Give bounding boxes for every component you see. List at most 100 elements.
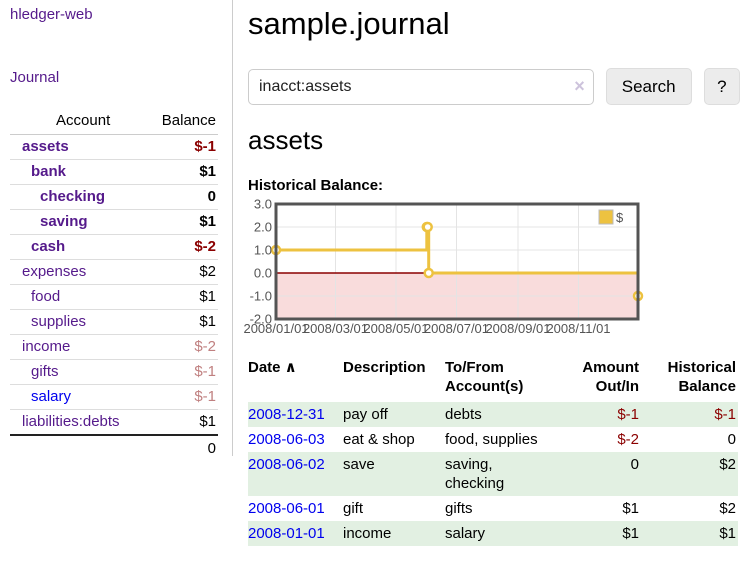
account-cell: assets <box>10 134 149 160</box>
clear-search-icon[interactable]: × <box>574 75 585 96</box>
account-cell: saving <box>10 209 149 235</box>
accounts-table-header-row: Account Balance <box>10 108 218 135</box>
account-balance: $-1 <box>148 384 218 410</box>
register-row: 2008-01-01 income salary $1 $1 <box>248 521 738 546</box>
register-header-amount: Amount Out/In <box>582 359 639 395</box>
transaction-amount: $-1 <box>617 406 639 423</box>
account-balance: 0 <box>148 184 218 210</box>
transaction-date: 2008-06-02 <box>248 452 343 496</box>
search-input-wrap: × <box>248 68 594 105</box>
account-link-expenses[interactable]: expenses <box>22 263 87 280</box>
transaction-amount: $-2 <box>617 431 639 448</box>
account-balance: $-2 <box>148 234 218 260</box>
svg-text:2.0: 2.0 <box>254 220 272 235</box>
account-balance: $1 <box>148 284 218 310</box>
account-link-gifts[interactable]: gifts <box>31 363 59 380</box>
sort-ascending-icon: ∧ <box>280 359 297 376</box>
account-balance: $2 <box>148 259 218 285</box>
accounts-table-body: assets $-1 bank $1 checking 0 saving $1 cash $-2 e… <box>10 134 218 436</box>
account-cell: gifts <box>10 359 149 385</box>
account-row: assets $-1 <box>10 134 218 160</box>
historical-balance-chart: 3.0 2.0 1.0 0.0 -1.0 -2.02008/01/012008/03/01… <box>243 197 644 336</box>
account-balance: $-2 <box>148 334 218 360</box>
account-balance: $1 <box>148 309 218 335</box>
transaction-accounts: debts <box>445 406 482 423</box>
account-link-cash[interactable]: cash <box>31 238 66 255</box>
svg-text:3.0: 3.0 <box>254 197 272 212</box>
account-heading: assets <box>248 125 324 155</box>
account-row: saving $1 <box>10 209 218 235</box>
account-link-assets[interactable]: assets <box>22 138 69 155</box>
transaction-accounts: salary <box>445 525 486 542</box>
register-header-date[interactable]: Date ∧ <box>248 359 297 376</box>
svg-text:-1.0: -1.0 <box>250 289 272 304</box>
search-form: × Search ? <box>248 68 740 105</box>
balance-column-header: Balance <box>148 108 218 135</box>
transaction-balance: $2 <box>719 500 736 517</box>
account-row: supplies $1 <box>10 309 218 335</box>
transaction-date: 2008-12-31 <box>248 402 343 427</box>
register-header-balance: Historical Balance <box>667 359 736 395</box>
transaction-date: 2008-01-01 <box>248 521 343 546</box>
search-button[interactable]: Search <box>605 68 692 105</box>
account-link-supplies[interactable]: supplies <box>31 313 87 330</box>
transaction-date-link[interactable]: 2008-06-01 <box>248 500 325 517</box>
sidebar-item-journal[interactable]: Journal <box>10 69 60 86</box>
transaction-date-link[interactable]: 2008-12-31 <box>248 406 325 423</box>
transaction-date: 2008-06-01 <box>248 496 343 521</box>
svg-text:2008/03/01: 2008/03/01 <box>303 321 368 336</box>
account-row: gifts $-1 <box>10 359 218 385</box>
data-point-marker <box>422 221 433 233</box>
account-row: food $1 <box>10 284 218 310</box>
app-title: hledger-web <box>10 6 218 23</box>
account-link-food[interactable]: food <box>31 288 61 305</box>
register-header-row: Date ∧ Description To/From Account(s) Amoun… <box>248 356 738 402</box>
svg-text:2008/05/01: 2008/05/01 <box>363 321 428 336</box>
transaction-accounts: saving, checking <box>445 456 505 492</box>
transaction-date: 2008-06-03 <box>248 427 343 452</box>
app-title-link[interactable]: hledger-web <box>10 6 93 23</box>
transaction-description: gift <box>343 500 364 517</box>
account-link-income[interactable]: income <box>22 338 71 355</box>
register-row: 2008-06-01 gift gifts $1 $2 <box>248 496 738 521</box>
main-content: sample.journal × Search ? assets Histori… <box>233 0 742 546</box>
account-balance: $1 <box>148 409 218 436</box>
transaction-amount: $1 <box>622 500 639 517</box>
chart-legend: $ <box>598 209 624 225</box>
svg-text:-2.0: -2.0 <box>250 312 272 327</box>
account-link-bank[interactable]: bank <box>31 163 67 180</box>
transaction-date-link[interactable]: 2008-06-02 <box>248 456 325 473</box>
chart-title: Historical Balance: <box>248 177 384 194</box>
svg-text:1.0: 1.0 <box>254 243 272 258</box>
transaction-balance: $-1 <box>714 406 736 423</box>
transaction-date-link[interactable]: 2008-01-01 <box>248 525 325 542</box>
sidebar: hledger-web Journal Account Balance asse… <box>0 0 233 461</box>
legend-label: $ <box>616 210 624 225</box>
account-row: salary $-1 <box>10 384 218 410</box>
transaction-description: save <box>343 456 375 473</box>
register-table: Date ∧ Description To/From Account(s) Amoun… <box>248 356 738 546</box>
svg-text:2008/07/01: 2008/07/01 <box>424 321 489 336</box>
transaction-description: pay off <box>343 406 388 423</box>
transaction-accounts: food, supplies <box>445 431 538 448</box>
account-row: cash $-2 <box>10 234 218 260</box>
page-title: sample.journal <box>248 6 450 41</box>
account-cell: food <box>10 284 149 310</box>
transaction-description: income <box>343 525 392 542</box>
transaction-balance: 0 <box>727 431 736 448</box>
account-cell: salary <box>10 384 149 410</box>
svg-text:0.0: 0.0 <box>254 266 272 281</box>
account-cell: bank <box>10 159 149 185</box>
register-row: 2008-06-02 save saving, checking 0 $2 <box>248 452 738 496</box>
account-column-header: Account <box>10 108 149 135</box>
account-link-salary[interactable]: salary <box>31 388 72 405</box>
account-row: checking 0 <box>10 184 218 210</box>
transaction-date-link[interactable]: 2008-06-03 <box>248 431 325 448</box>
search-input[interactable] <box>248 68 594 105</box>
account-link-checking[interactable]: checking <box>40 188 106 205</box>
account-balance: $1 <box>148 209 218 235</box>
account-cell: cash <box>10 234 149 260</box>
account-link-saving[interactable]: saving <box>40 213 88 230</box>
help-button[interactable]: ? <box>703 68 740 105</box>
account-link-liabilities-debts[interactable]: liabilities:debts <box>22 413 120 430</box>
